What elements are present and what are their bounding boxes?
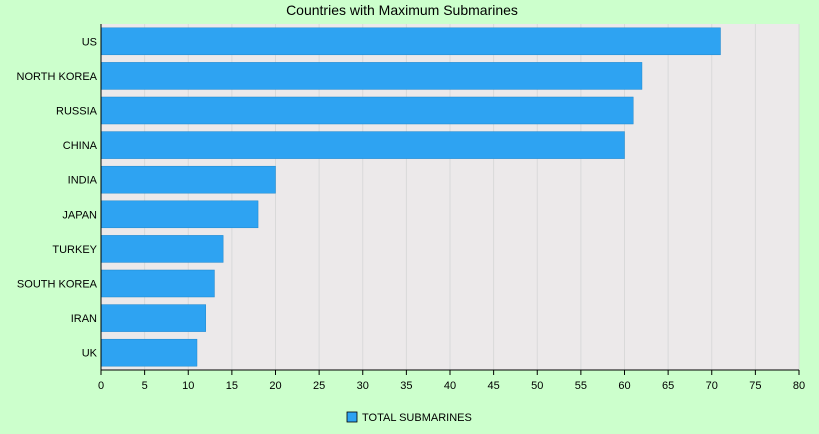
chart-title: Countries with Maximum Submarines	[286, 2, 518, 18]
x-tick-label: 30	[357, 380, 369, 392]
x-tick-label: 0	[98, 380, 104, 392]
x-tick-label: 15	[226, 380, 238, 392]
x-tick-label: 5	[142, 380, 148, 392]
category-label: NORTH KOREA	[17, 71, 98, 83]
bar-india	[100, 165, 276, 194]
category-label: TURKEY	[52, 244, 97, 256]
legend-label-total-submarines: TOTAL SUBMARINES	[362, 412, 472, 424]
bar-japan	[100, 200, 259, 229]
bar-turkey	[100, 235, 224, 263]
x-tick-label: 50	[531, 380, 543, 392]
legend: TOTAL SUBMARINES	[346, 411, 472, 424]
x-tick-label: 45	[488, 380, 500, 392]
bar-south-korea	[100, 269, 215, 298]
category-label: SOUTH KOREA	[17, 279, 98, 291]
bar-china	[100, 131, 625, 159]
x-tick-label: 35	[400, 380, 412, 392]
bars	[100, 27, 721, 367]
category-label: IRAN	[71, 313, 97, 325]
x-tick-label: 10	[182, 380, 194, 392]
category-label: JAPAN	[62, 209, 97, 221]
x-tick-label: 70	[706, 380, 718, 392]
bar-uk	[100, 338, 198, 367]
x-tick-label: 75	[749, 380, 761, 392]
x-tick-label: 40	[444, 380, 456, 392]
x-tick-label: 60	[618, 380, 630, 392]
x-tick-label: 25	[313, 380, 325, 392]
category-label: INDIA	[68, 175, 98, 187]
bar-north-korea	[100, 62, 643, 90]
bar-us	[100, 27, 721, 56]
category-label: UK	[82, 348, 98, 360]
category-labels: US NORTH KOREA RUSSIA CHINA INDIA JAPAN TURKEY…	[17, 36, 98, 359]
x-tick-label: 80	[793, 380, 805, 392]
category-label: CHINA	[63, 140, 98, 152]
x-axis: 0 5 10 15 20 25 30 35 40 45 50 55 60 65 70 75 80	[98, 24, 805, 392]
x-tick-label: 20	[269, 380, 281, 392]
category-label: RUSSIA	[56, 106, 98, 118]
bar-iran	[100, 304, 206, 332]
legend-swatch	[346, 411, 358, 423]
x-tick-label: 65	[662, 380, 674, 392]
x-tick-label: 55	[575, 380, 587, 392]
category-label: US	[82, 36, 97, 48]
bar-russia	[100, 96, 634, 125]
